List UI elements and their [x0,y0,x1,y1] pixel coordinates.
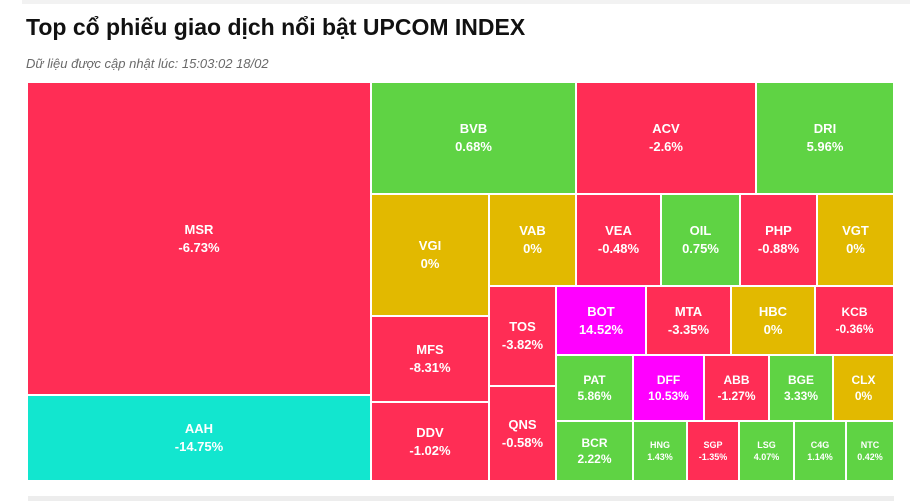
treemap-cell-acv[interactable]: ACV -2.6% [576,82,756,194]
treemap-cell-bge[interactable]: BGE 3.33% [769,355,833,421]
page-title: Top cổ phiếu giao dịch nổi bật UPCOM IND… [26,14,526,40]
treemap-cell-vgi[interactable]: VGI 0% [371,194,489,316]
ticker-label: ABB [723,372,750,387]
bottom-divider [28,496,894,501]
treemap-cell-c4g[interactable]: C4G 1.14% [794,421,846,481]
change-label: 1.14% [807,452,833,462]
ticker-label: CLX [851,372,876,387]
change-label: 0.68% [455,139,492,154]
treemap-cell-mfs[interactable]: MFS -8.31% [371,316,489,402]
ticker-label: PHP [765,223,792,239]
change-label: 1.43% [647,452,673,462]
ticker-label: KCB [841,305,868,320]
treemap-cell-kcb[interactable]: KCB -0.36% [815,286,894,355]
change-label: 0% [420,256,440,271]
treemap-cell-ntc[interactable]: NTC 0.42% [846,421,894,481]
ticker-label: DRI [813,121,837,137]
treemap-cell-mta[interactable]: MTA -3.35% [646,286,731,355]
ticker-label: OIL [689,223,712,239]
change-label: -14.75% [174,439,224,454]
ticker-label: C4G [810,439,830,450]
change-label: 0% [523,241,542,256]
ticker-label: HNG [650,439,670,450]
ticker-label: SGP [703,439,723,450]
change-label: 0.75% [682,241,719,256]
change-label: -2.6% [649,139,683,154]
change-label: 4.07% [753,452,780,462]
ticker-label: TOS [509,319,536,335]
ticker-label: BOT [587,303,615,319]
treemap-cell-msr[interactable]: MSR -6.73% [27,82,371,395]
treemap-cell-vab[interactable]: VAB 0% [489,194,576,286]
ticker-label: VEA [605,223,632,239]
treemap-cell-aah[interactable]: AAH -14.75% [27,395,371,481]
change-label: -1.27% [717,389,756,403]
change-label: 0% [846,241,865,256]
ticker-label: BCR [581,435,608,450]
ticker-label: MFS [416,342,444,358]
treemap-cell-clx[interactable]: CLX 0% [833,355,894,421]
change-label: 0% [763,321,783,337]
change-label: 0% [854,389,873,403]
change-label: -8.31% [409,360,451,375]
change-label: -1.35% [698,452,728,462]
change-label: 0.42% [857,452,883,462]
treemap-cell-vgt[interactable]: VGT 0% [817,194,894,286]
change-label: -3.82% [501,337,544,352]
ticker-label: VGI [418,238,442,254]
treemap-cell-hbc[interactable]: HBC 0% [731,286,815,355]
change-label: -0.36% [835,321,874,336]
ticker-label: DDV [416,424,444,440]
change-label: 3.33% [783,389,819,403]
change-label: -0.88% [757,241,800,256]
change-label: 2.22% [577,452,612,466]
treemap-cell-qns[interactable]: QNS -0.58% [489,386,556,481]
ticker-label: DFF [656,372,681,387]
change-label: 5.86% [577,389,612,403]
treemap-cell-pat[interactable]: PAT 5.86% [556,355,633,421]
treemap-cell-bvb[interactable]: BVB 0.68% [371,82,576,194]
treemap-cell-ddv[interactable]: DDV -1.02% [371,402,489,481]
treemap-cell-dri[interactable]: DRI 5.96% [756,82,894,194]
ticker-label: HBC [758,303,788,319]
ticker-label: ACV [652,121,680,137]
change-label: -3.35% [667,321,710,337]
ticker-label: AAH [184,421,214,437]
change-label: 5.96% [806,139,844,154]
treemap-cell-dff[interactable]: DFF 10.53% [633,355,704,421]
ticker-label: VGT [842,223,869,239]
treemap-cell-sgp[interactable]: SGP -1.35% [687,421,739,481]
treemap-cell-oil[interactable]: OIL 0.75% [661,194,740,286]
change-label: -1.02% [409,442,451,458]
ticker-label: PAT [583,372,606,387]
ticker-label: NTC [860,439,880,450]
ticker-label: BVB [459,121,488,137]
treemap-cell-tos[interactable]: TOS -3.82% [489,286,556,386]
treemap-cell-lsg[interactable]: LSG 4.07% [739,421,794,481]
ticker-label: LSG [757,439,776,450]
update-timestamp: Dữ liệu được cập nhật lúc: 15:03:02 18/0… [26,56,269,71]
change-label: 14.52% [578,321,624,337]
change-label: -6.73% [178,239,220,255]
top-divider [22,0,910,4]
treemap-cell-abb[interactable]: ABB -1.27% [704,355,769,421]
treemap-cell-hng[interactable]: HNG 1.43% [633,421,687,481]
treemap-cell-php[interactable]: PHP -0.88% [740,194,817,286]
change-label: -0.58% [501,434,544,450]
ticker-label: QNS [508,416,537,432]
treemap-cell-bcr[interactable]: BCR 2.22% [556,421,633,481]
change-label: -0.48% [597,241,640,256]
ticker-label: VAB [519,223,546,239]
treemap-cell-vea[interactable]: VEA -0.48% [576,194,661,286]
ticker-label: BGE [787,372,814,387]
ticker-label: MSR [184,221,214,237]
ticker-label: MTA [674,303,703,319]
change-label: 10.53% [648,389,689,403]
treemap-cell-bot[interactable]: BOT 14.52% [556,286,646,355]
